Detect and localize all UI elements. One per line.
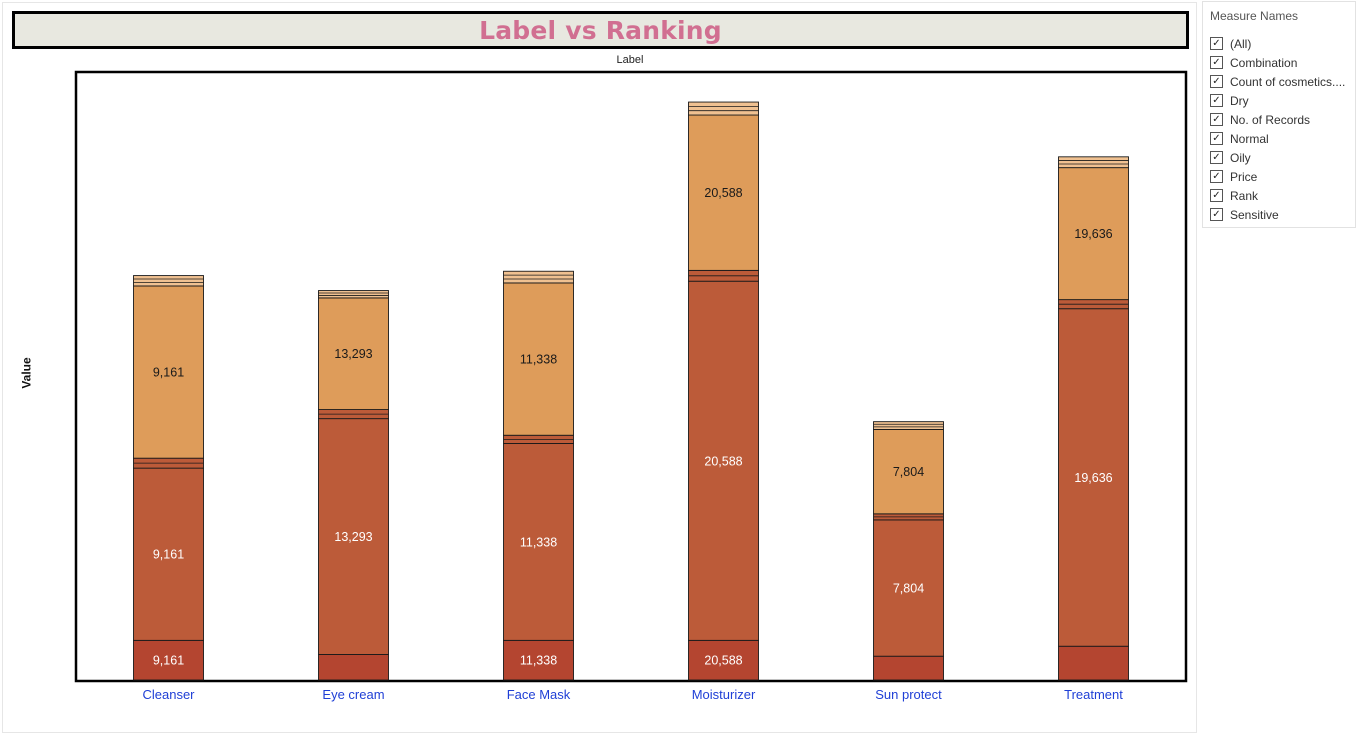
data-label: 9,161 <box>153 366 184 380</box>
checkbox-checked-icon[interactable]: ✓ <box>1210 170 1223 183</box>
data-label: 20,588 <box>704 654 742 668</box>
bar-segment[interactable] <box>318 418 389 655</box>
title-bar: Label vs Ranking <box>12 11 1189 49</box>
data-label: 13,293 <box>334 347 372 361</box>
bar-segment[interactable] <box>318 654 389 681</box>
checkbox-checked-icon[interactable]: ✓ <box>1210 208 1223 221</box>
data-label: 7,804 <box>893 465 924 479</box>
checkbox-checked-icon[interactable]: ✓ <box>1210 132 1223 145</box>
bar-segment[interactable] <box>503 282 574 436</box>
data-label: 11,338 <box>520 654 557 668</box>
checkbox-checked-icon[interactable]: ✓ <box>1210 75 1223 88</box>
bar-segment[interactable] <box>133 639 204 681</box>
bar-segment[interactable] <box>873 429 944 515</box>
legend-item[interactable]: ✓ (All) <box>1210 34 1352 53</box>
chart-title: Label vs Ranking <box>479 15 722 45</box>
checkbox-checked-icon[interactable]: ✓ <box>1210 94 1223 107</box>
legend-item[interactable]: ✓ Sensitive <box>1210 205 1352 224</box>
legend-item-label: Rank <box>1230 188 1259 203</box>
data-label: 13,293 <box>334 530 372 544</box>
legend-item[interactable]: ✓ No. of Records <box>1210 110 1352 129</box>
bar-segment[interactable] <box>318 290 389 299</box>
bar-segment[interactable] <box>688 639 759 681</box>
data-label: 20,588 <box>704 454 742 468</box>
bar-segment[interactable] <box>1058 167 1129 301</box>
category-label[interactable]: Face Mask <box>507 687 571 702</box>
data-label: 11,338 <box>520 353 557 367</box>
category-label[interactable]: Moisturizer <box>692 687 756 702</box>
legend-item[interactable]: ✓ Normal <box>1210 129 1352 148</box>
legend-item-label: Count of cosmetics.... <box>1230 74 1346 89</box>
data-label: 20,588 <box>704 186 742 200</box>
plot-area <box>74 70 1188 683</box>
bar-segment[interactable] <box>133 285 204 459</box>
bar-segment[interactable] <box>503 639 574 681</box>
bar-segment[interactable] <box>1058 156 1129 169</box>
data-label: 19,636 <box>1074 227 1112 241</box>
bar-segment[interactable] <box>873 655 944 681</box>
legend-item[interactable]: ✓ Combination <box>1210 53 1352 72</box>
bar-segment[interactable] <box>873 421 944 430</box>
data-label: 9,161 <box>153 654 184 668</box>
legend-item[interactable]: ✓ Dry <box>1210 91 1352 110</box>
checkbox-checked-icon[interactable]: ✓ <box>1210 37 1223 50</box>
category-label[interactable]: Sun protect <box>875 687 942 702</box>
bar-segment[interactable] <box>133 467 204 641</box>
legend-item-label: Normal <box>1230 131 1269 146</box>
legend-item[interactable]: ✓ Rank <box>1210 186 1352 205</box>
bars-group <box>133 101 1129 681</box>
data-label: 9,161 <box>153 548 184 562</box>
legend-item-label: Dry <box>1230 93 1249 108</box>
legend-item[interactable]: ✓ Oily <box>1210 148 1352 167</box>
bar-segment[interactable] <box>688 280 759 641</box>
value-labels-group: 9,161 9,161 9,161 13,293 13,293 11,338 11,338 1… <box>153 186 1113 667</box>
checkbox-checked-icon[interactable]: ✓ <box>1210 113 1223 126</box>
stacked-bar-chart: 9,161 9,161 9,161 13,293 13,293 11,338 11,338 1… <box>74 70 1188 702</box>
legend-item[interactable]: ✓ Count of cosmetics.... <box>1210 72 1352 91</box>
legend-title: Measure Names <box>1210 9 1299 23</box>
legend-item-label: Combination <box>1230 55 1298 70</box>
legend-item-label: (All) <box>1230 36 1252 51</box>
legend-item-label: Oily <box>1230 150 1251 165</box>
legend-item[interactable]: ✓ Price <box>1210 167 1352 186</box>
bar-segment[interactable] <box>1058 645 1129 681</box>
legend-panel: Measure Names ✓ (All) ✓ Combination ✓ Count o… <box>1202 1 1356 228</box>
checkbox-checked-icon[interactable]: ✓ <box>1210 56 1223 69</box>
bar-segment[interactable] <box>688 114 759 271</box>
bar-segment[interactable] <box>688 101 759 116</box>
legend-item-label: No. of Records <box>1230 112 1311 127</box>
bar-segment[interactable] <box>503 270 574 284</box>
legend-item-label: Sensitive <box>1230 207 1279 222</box>
category-labels-group: Cleanser Eye cream Face Mask Moisturizer Sun… <box>142 687 1123 702</box>
column-header: Label <box>616 54 644 66</box>
data-label: 11,338 <box>520 535 557 549</box>
category-label[interactable]: Eye cream <box>322 687 384 702</box>
checkbox-checked-icon[interactable]: ✓ <box>1210 151 1223 164</box>
bar-segment[interactable] <box>318 297 389 410</box>
category-label[interactable]: Treatment <box>1064 687 1123 702</box>
checkbox-checked-icon[interactable]: ✓ <box>1210 189 1223 202</box>
data-label: 19,636 <box>1074 471 1112 485</box>
legend-item-label: Price <box>1230 169 1258 184</box>
bar-segment[interactable] <box>873 519 944 657</box>
bar-segment[interactable] <box>133 275 204 287</box>
bar-segment[interactable] <box>1058 308 1129 647</box>
data-label: 7,804 <box>893 582 924 596</box>
category-label[interactable]: Cleanser <box>142 687 195 702</box>
